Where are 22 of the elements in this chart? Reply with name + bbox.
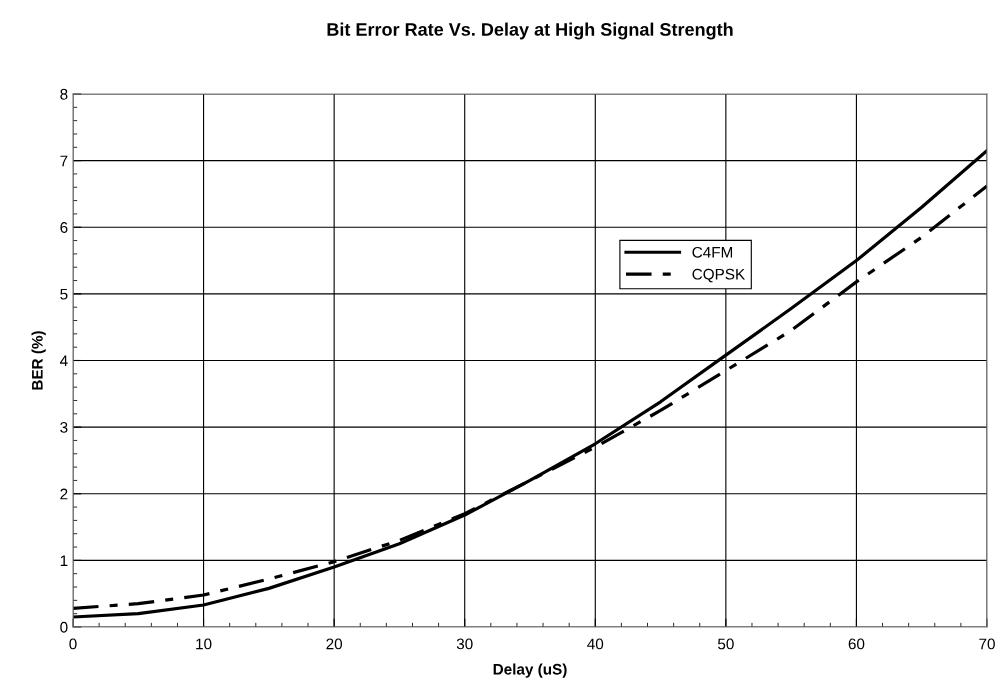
- y-axis-title: BER (%): [31, 331, 46, 390]
- y-tick-label: 2: [60, 488, 68, 500]
- x-tick-label: 40: [587, 638, 604, 650]
- x-axis-title: Delay (uS): [493, 663, 567, 678]
- x-tick-label: 20: [326, 638, 343, 650]
- legend-label: C4FM: [692, 246, 733, 258]
- y-tick-label: 5: [60, 288, 68, 300]
- x-tick-label: 10: [196, 638, 212, 650]
- x-tick-label: 50: [717, 638, 734, 650]
- y-tick-label: 0: [60, 621, 68, 633]
- x-tick-label: 30: [456, 638, 473, 650]
- chart-title: Bit Error Rate Vs. Delay at High Signal Strength: [327, 22, 733, 40]
- y-tick-label: 6: [60, 222, 68, 233]
- x-tick-label: 60: [848, 638, 865, 650]
- x-tick-label: 70: [979, 638, 995, 650]
- y-tick-label: 3: [60, 421, 68, 433]
- y-tick-label: 1: [60, 555, 68, 566]
- y-tick-label: 7: [60, 155, 68, 167]
- legend-label: CQPSK: [692, 268, 746, 283]
- y-tick-label: 8: [60, 88, 68, 100]
- x-tick-label: 0: [69, 638, 77, 650]
- y-tick-label: 4: [59, 355, 68, 367]
